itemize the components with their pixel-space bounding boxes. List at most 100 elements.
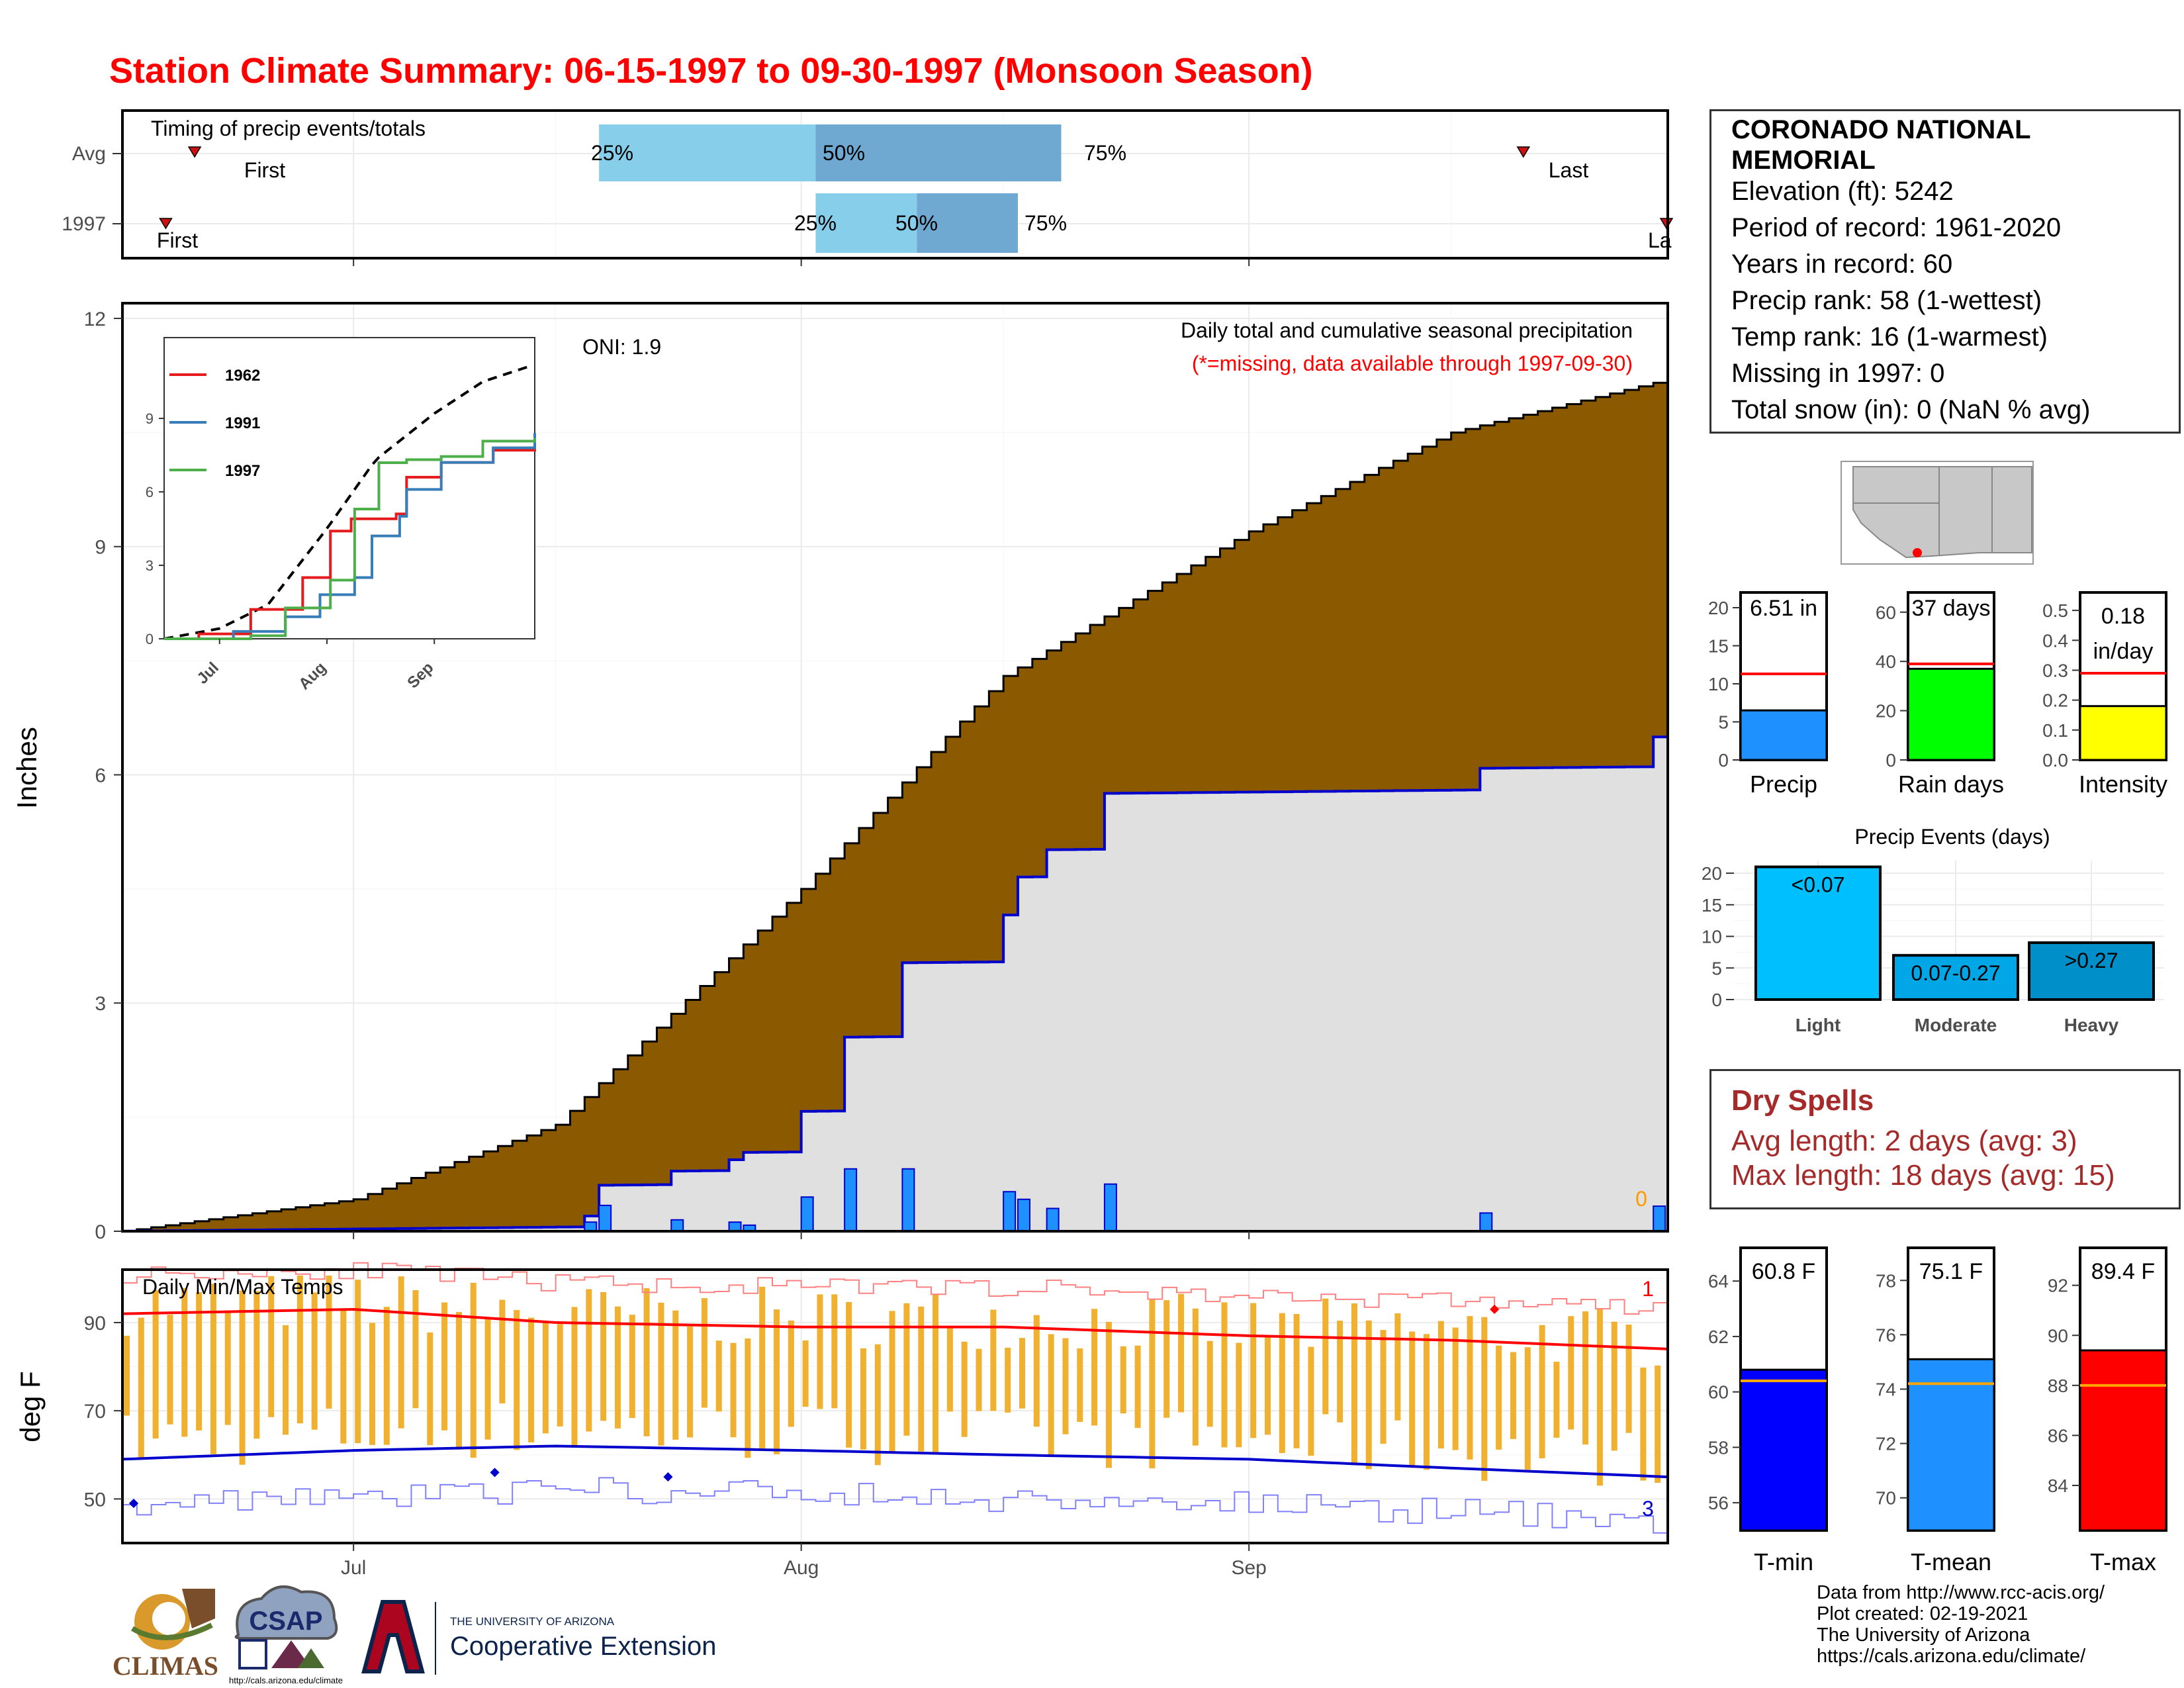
- dry-spells-max: Max length: 18 days (avg: 15): [1731, 1159, 2115, 1192]
- daily-temp-bar: [701, 1298, 707, 1408]
- inset-ytick-label: 9: [146, 410, 154, 427]
- daily-temp-bar: [283, 1325, 289, 1435]
- summary-ytick-label: 10: [1708, 674, 1729, 694]
- daily-precip-bar: [800, 1196, 814, 1232]
- daily-temp-bar: [1409, 1331, 1416, 1468]
- precip-ylabel: Inches: [11, 727, 42, 809]
- daily-temp-bar: [253, 1291, 260, 1439]
- temp-summary-bars: 56 58 60 62 64 60.8 F T-min 70 72 74 76 78 75.1 F T-m…: [1708, 1246, 2167, 1575]
- daily-temp-bar: [239, 1290, 246, 1465]
- daily-precip-bar: [1103, 1183, 1117, 1233]
- inset-ytick-label: 3: [146, 557, 154, 574]
- daily-temp-bar: [1019, 1338, 1025, 1409]
- climas-logo: CLIMAS: [113, 1589, 218, 1681]
- daily-temp-bar: [152, 1290, 159, 1439]
- missing-count: 0: [1635, 1187, 1647, 1211]
- daily-temp-bar: [1611, 1321, 1617, 1451]
- daily-temp-bar: [1293, 1314, 1300, 1448]
- temp-summary-ytick-label: 72: [1876, 1434, 1896, 1454]
- temp-summary-ytick-label: 90: [2048, 1325, 2068, 1346]
- daily-precip-bar: [1653, 1205, 1666, 1232]
- daily-temp-bar: [1279, 1313, 1285, 1454]
- summary-bars: 0 5 10 15 20 6.51 in Precip 0 20 40 60 37 days Rain …: [1708, 591, 2167, 798]
- daily-temp-bar: [586, 1289, 592, 1432]
- timing-q2-bar: [815, 124, 1062, 181]
- inset-ytick-label: 6: [146, 484, 154, 500]
- daily-temp-bar: [658, 1302, 664, 1446]
- summary-bar-name: Rain days: [1898, 771, 2004, 798]
- month-tick-label: Aug: [784, 1557, 819, 1579]
- summary-ytick-label: 0.5: [2042, 600, 2068, 621]
- station-years: Years in record: 60: [1731, 250, 1953, 279]
- avg-max-line: [122, 1307, 1668, 1350]
- precip-ytick-label: 6: [95, 765, 106, 786]
- event-bar-label: 0.07-0.27: [1911, 961, 2000, 985]
- precip-ytick-label: 0: [95, 1221, 106, 1243]
- daily-temp-bar: [1005, 1347, 1011, 1413]
- daily-temp-bar: [715, 1340, 722, 1412]
- timing-q2-bar: [917, 193, 1018, 253]
- daily-precip-bar: [584, 1221, 598, 1233]
- temp-panel: 50 70 90 Jul Aug Sep Daily Min/Max Temps deg…: [15, 1262, 1669, 1579]
- avg-last-label: Last: [1549, 158, 1589, 182]
- daily-temp-bar: [369, 1323, 375, 1445]
- daily-temp-bar: [1467, 1316, 1473, 1460]
- missing-note: (*=missing, data available through 1997-…: [1192, 352, 1633, 375]
- footer: Data from http://www.rcc-acis.org/ Plot …: [1817, 1582, 2105, 1667]
- daily-temp-bar: [672, 1310, 679, 1440]
- dry-spells-box: Dry Spells Avg length: 2 days (avg: 3) M…: [1709, 1069, 2181, 1209]
- daily-temp-bar: [1437, 1321, 1444, 1449]
- daily-temp-bar: [296, 1275, 303, 1424]
- oni-label: ONI: 1.9: [582, 335, 661, 359]
- obs-p50-label: 50%: [895, 211, 938, 235]
- daily-temp-bar: [326, 1276, 332, 1409]
- daily-temp-bar: [1062, 1338, 1069, 1434]
- daily-temp-bar: [398, 1276, 404, 1429]
- summary-bar: [2079, 705, 2167, 761]
- station-elevation: Elevation (ft): 5242: [1731, 177, 1954, 206]
- daily-precip-bar: [598, 1204, 612, 1232]
- svg-text:Cooperative Extension: Cooperative Extension: [450, 1632, 716, 1661]
- daily-temp-bar: [600, 1291, 607, 1421]
- daily-temp-bar: [846, 1301, 852, 1448]
- daily-temp-bar: [946, 1326, 953, 1412]
- temp-ytick-label: 50: [84, 1489, 106, 1511]
- station-missing: Missing in 1997: 0: [1731, 359, 1945, 388]
- precip-events-chart: Precip Events (days) 0 5 10 15 20 <0.07 Light 0…: [1702, 825, 2164, 1035]
- obs-cumulative-line: [121, 735, 1669, 1233]
- daily-temp-bar: [528, 1317, 535, 1442]
- temp-summary-name: T-max: [2090, 1548, 2156, 1575]
- precip-ytick-label: 9: [95, 537, 106, 559]
- daily-temp-bar: [1192, 1308, 1199, 1446]
- summary-ytick-label: 0.3: [2042, 660, 2068, 680]
- station-period: Period of record: 1961-2020: [1731, 213, 2062, 242]
- daily-temp-bar: [788, 1320, 794, 1427]
- daily-precip-bar: [1003, 1191, 1017, 1233]
- daily-temp-bar: [831, 1294, 838, 1409]
- daily-temp-bar: [542, 1321, 549, 1434]
- daily-temp-bar: [1264, 1336, 1271, 1435]
- summary-ytick-label: 60: [1876, 602, 1896, 623]
- summary-ytick-label: 0: [1718, 750, 1729, 771]
- daily-temp-bar: [1568, 1316, 1574, 1430]
- events-ytick-label: 20: [1702, 863, 1722, 884]
- daily-temp-bar: [1033, 1315, 1040, 1427]
- summary-ytick-label: 15: [1708, 636, 1729, 657]
- station-snow: Total snow (in): 0 (NaN % avg): [1731, 395, 2091, 424]
- summary-ytick-label: 0: [1886, 750, 1896, 771]
- temp-summary-value-label: 89.4 F: [2091, 1259, 2155, 1284]
- footer-line: The University of Arizona: [1817, 1624, 2030, 1646]
- inset-ytick-label: 0: [146, 631, 154, 647]
- daily-temp-bar: [1380, 1330, 1387, 1444]
- daily-temp-bar: [355, 1280, 361, 1444]
- first-event-marker: [159, 218, 173, 230]
- timing-q1-bar: [815, 193, 917, 253]
- event-category-label: Light: [1796, 1015, 1841, 1035]
- temp-summary-ytick-label: 78: [1876, 1270, 1896, 1291]
- station-precip-rank: Precip rank: 58 (1-wettest): [1731, 286, 2042, 315]
- events-ytick-label: 0: [1711, 990, 1722, 1010]
- precip-panel: 0 3 6 9 12 Inches ONI: 1.9 Daily total and c…: [11, 302, 1669, 1243]
- daily-temp-bar: [470, 1282, 477, 1458]
- summary-ytick-label: 20: [1708, 598, 1729, 618]
- temp-summary-bar: [1907, 1358, 1995, 1532]
